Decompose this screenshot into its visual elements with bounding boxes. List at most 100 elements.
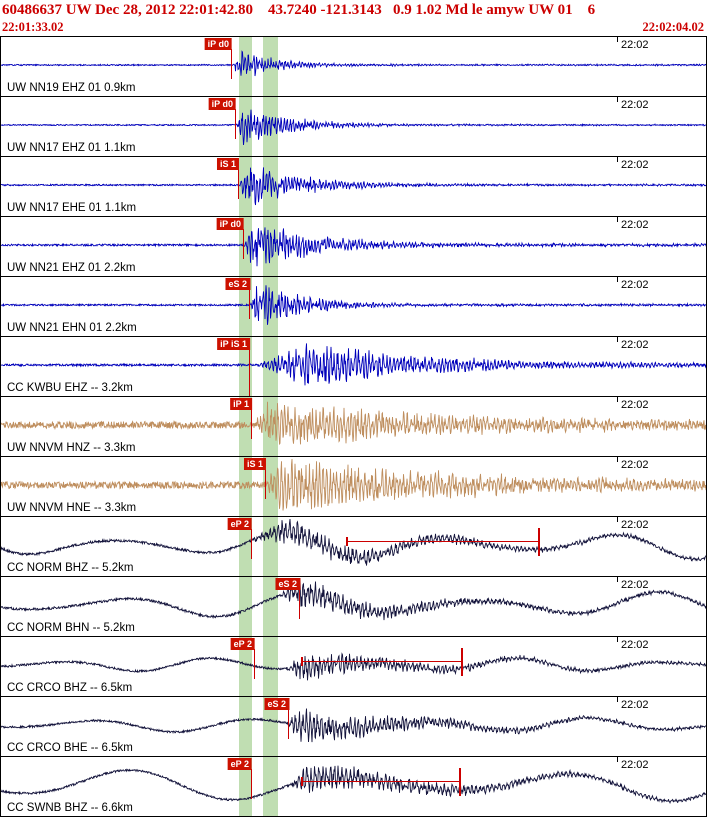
coda-duration-bar[interactable] [301,781,459,782]
waveform-trace[interactable] [1,577,707,637]
pick-flag[interactable]: iP iS 1 [217,338,250,350]
pick-flag[interactable]: eP 2 [227,758,252,770]
waveform-trace[interactable] [1,457,707,517]
time-window-row: 22:01:33.02 22:02:04.02 [0,20,707,36]
pick-time-line[interactable] [249,349,250,396]
minute-label: 22:02 [621,99,649,111]
coda-end-tick[interactable] [461,648,463,676]
waveform-trace[interactable] [1,37,707,97]
arrival-window-band [239,697,252,756]
minute-tick [617,337,618,342]
minute-label: 22:02 [621,39,649,51]
arrival-window-band [263,637,278,696]
trace-panel[interactable]: iP d0 22:02 UW NN17 EHZ 01 1.1km [0,96,707,157]
arrival-window-band [239,277,252,336]
station-label: CC KWBU EHZ -- 3.2km [7,382,133,394]
waveform-trace[interactable] [1,337,707,397]
coda-duration-bar[interactable] [346,541,538,542]
station-label: UW NN17 EHZ 01 1.1km [7,142,136,154]
trace-panel[interactable]: iS 1 22:02 UW NNVM HNE -- 3.3km [0,456,707,517]
minute-tick [617,97,618,102]
waveform-trace[interactable] [1,697,707,757]
arrival-window-band [239,337,252,396]
pick-flag[interactable]: eP 2 [227,518,252,530]
station-label: UW NN19 EHZ 01 0.9km [7,82,136,94]
pick-time-line[interactable] [251,769,252,799]
pick-flag[interactable]: iP d0 [208,98,236,110]
minute-tick [617,577,618,582]
station-label: UW NN21 EHN 01 2.2km [7,322,137,334]
window-start-time: 22:01:33.02 [2,20,64,34]
pick-flag[interactable]: eS 2 [264,698,289,710]
pick-flag[interactable]: iP d0 [216,218,244,230]
coda-start-tick[interactable] [346,537,348,546]
minute-tick [617,397,618,402]
coda-end-tick[interactable] [459,768,461,796]
waveform-trace[interactable] [1,217,707,277]
arrival-window-band [263,577,278,636]
trace-panel[interactable]: eP 2 22:02 CC CRCO BHZ -- 6.5km [0,636,707,697]
coda-start-tick[interactable] [301,777,303,786]
pick-flag[interactable]: eS 2 [225,278,250,290]
minute-label: 22:02 [621,459,649,471]
header: 60486637 UW Dec 28, 2012 22:01:42.80 43.… [0,0,707,37]
trace-panel[interactable]: iP d0 22:02 UW NN21 EHZ 01 2.2km [0,216,707,277]
station-label: UW NN21 EHZ 01 2.2km [7,262,136,274]
trace-panel[interactable]: eS 2 22:02 UW NN21 EHN 01 2.2km [0,276,707,337]
pick-time-line[interactable] [265,469,266,499]
minute-tick [617,517,618,522]
station-label: UW NNVM HNE -- 3.3km [7,502,137,514]
minute-label: 22:02 [621,279,649,291]
waveform-trace[interactable] [1,397,707,457]
pick-time-line[interactable] [238,169,239,199]
arrival-window-band [239,517,252,576]
waveform-trace[interactable] [1,157,707,217]
pick-time-line[interactable] [243,229,244,259]
pick-time-line[interactable] [251,529,252,559]
coda-end-tick[interactable] [538,528,540,556]
window-end-time: 22:02:04.02 [642,20,704,34]
waveform-trace[interactable] [1,517,707,577]
trace-panel[interactable]: eP 2 22:02 CC NORM BHZ -- 5.2km [0,516,707,577]
pick-flag[interactable]: iP d0 [204,38,232,50]
pick-flag[interactable]: iS 1 [216,158,239,170]
station-label: CC CRCO BHE -- 6.5km [7,742,133,754]
minute-label: 22:02 [621,399,649,411]
pick-flag[interactable]: iS 1 [243,458,266,470]
station-label: CC NORM BHN -- 5.2km [7,622,135,634]
event-summary: 60486637 UW Dec 28, 2012 22:01:42.80 43.… [2,2,596,18]
waveform-trace[interactable] [1,97,707,157]
trace-panel[interactable]: iP 1 22:02 UW NNVM HNZ -- 3.3km [0,396,707,457]
minute-label: 22:02 [621,339,649,351]
minute-label: 22:02 [621,219,649,231]
pick-time-line[interactable] [288,709,289,739]
pick-time-line[interactable] [249,289,250,319]
minute-tick [617,157,618,162]
pick-time-line[interactable] [235,109,236,139]
trace-panel[interactable]: iP iS 1 22:02 CC KWBU EHZ -- 3.2km [0,336,707,397]
arrival-window-band [239,577,252,636]
pick-flag[interactable]: eP 2 [230,638,255,650]
minute-tick [617,697,618,702]
pick-flag[interactable]: iP 1 [230,398,252,410]
trace-panel[interactable]: eP 2 22:02 CC SWNB BHZ -- 6.6km [0,756,707,817]
minute-label: 22:02 [621,639,649,651]
trace-panel[interactable]: iP d0 22:02 UW NN19 EHZ 01 0.9km [0,36,707,97]
trace-panels: iP d0 22:02 UW NN19 EHZ 01 0.9km iP d0 22:02… [0,36,707,817]
pick-time-line[interactable] [231,49,232,79]
waveform-trace[interactable] [1,277,707,337]
arrival-window-band [239,217,252,276]
station-label: CC SWNB BHZ -- 6.6km [7,802,133,814]
pick-time-line[interactable] [254,649,255,679]
trace-panel[interactable]: iS 1 22:02 UW NN17 EHE 01 1.1km [0,156,707,217]
trace-panel[interactable]: eS 2 22:02 CC CRCO BHE -- 6.5km [0,696,707,757]
waveform-trace[interactable] [1,757,707,817]
trace-panel[interactable]: eS 2 22:02 CC NORM BHN -- 5.2km [0,576,707,637]
minute-label: 22:02 [621,519,649,531]
pick-time-line[interactable] [251,409,252,439]
pick-time-line[interactable] [299,589,300,619]
coda-start-tick[interactable] [301,657,303,666]
pick-flag[interactable]: eS 2 [275,578,300,590]
coda-duration-bar[interactable] [301,661,461,662]
